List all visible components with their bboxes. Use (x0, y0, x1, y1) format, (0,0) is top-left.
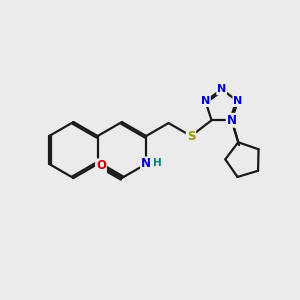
Text: H: H (153, 158, 162, 167)
Text: N: N (227, 114, 237, 127)
Text: N: N (227, 115, 236, 125)
Text: N: N (141, 158, 151, 170)
Text: N: N (201, 96, 210, 106)
Text: S: S (187, 130, 195, 142)
Text: N: N (217, 84, 226, 94)
Text: O: O (96, 159, 106, 172)
Text: N: N (233, 96, 242, 106)
